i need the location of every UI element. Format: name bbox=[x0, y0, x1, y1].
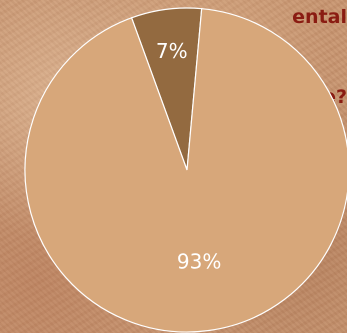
pie-label-7: 7% bbox=[156, 39, 188, 63]
pie-label-93: 93% bbox=[177, 250, 221, 274]
heading-fragment-1: ental bbox=[292, 6, 347, 28]
pie-slice-93 bbox=[24, 8, 347, 333]
